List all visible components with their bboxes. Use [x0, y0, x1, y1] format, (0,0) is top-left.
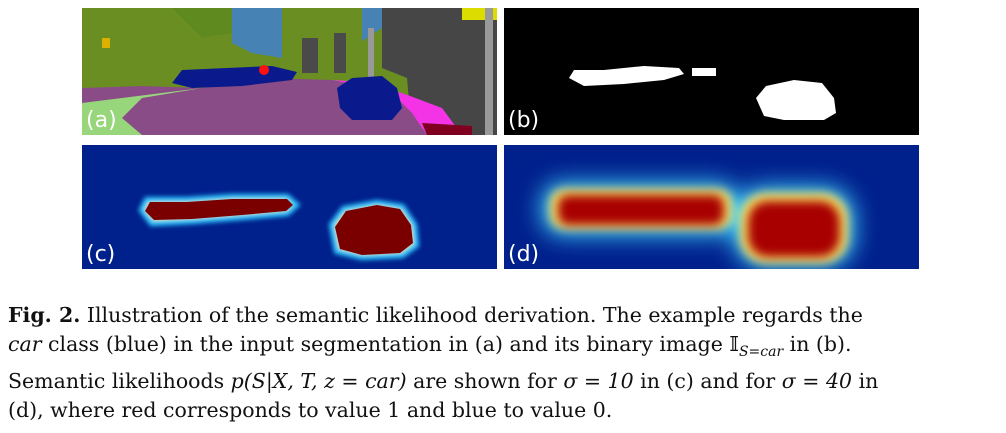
caption-car-italic: car: [8, 332, 42, 356]
panel-d-likelihood-sigma40: (d): [504, 145, 919, 269]
caption-line-4: (d), where red corresponds to value 1 an…: [8, 396, 998, 425]
figure-label: Fig. 2.: [8, 303, 81, 327]
indicator-subscript: S=car: [738, 344, 784, 361]
figure-caption: Fig. 2. Illustration of the semantic lik…: [8, 301, 998, 425]
panel-c-label: (c): [86, 242, 116, 267]
panel-c-likelihood-sigma10: (c): [82, 145, 497, 269]
caption-text-4: (d), where red corresponds to value 1 an…: [8, 398, 613, 423]
panel-b-binary: (b): [504, 8, 919, 135]
sigma-40: σ = 40: [781, 369, 853, 394]
panel-d-label: (d): [508, 242, 540, 267]
indicator-symbol: 𝕀: [729, 332, 739, 356]
caption-text-3-end: in: [852, 369, 879, 394]
segmentation-image: [82, 8, 497, 135]
binary-mask-image: [504, 8, 919, 135]
caption-line-3: Semantic likelihoods p(S|X, T, z = car) …: [8, 367, 998, 396]
caption-text-1: Illustration of the semantic likelihood …: [80, 303, 863, 327]
sigma-10: σ = 10: [563, 369, 634, 394]
caption-text-2: class (blue) in the input segmentation i…: [41, 332, 730, 356]
panel-a-segmentation: (a): [82, 8, 497, 135]
panel-a-label: (a): [86, 108, 117, 133]
caption-line-1: Fig. 2. Illustration of the semantic lik…: [8, 301, 998, 330]
caption-text-3-mid2: in (c) and for: [633, 369, 782, 394]
heatmap-d: [504, 145, 919, 269]
caption-text-2-end: in (b).: [783, 332, 852, 356]
caption-text-3: Semantic likelihoods: [8, 369, 231, 394]
heatmap-c: [82, 145, 497, 269]
caption-text-3-mid: are shown for: [406, 369, 564, 394]
caption-line-2: car class (blue) in the input segmentati…: [8, 330, 998, 367]
panel-b-label: (b): [508, 108, 540, 133]
likelihood-formula: p(S|X, T, z = car): [230, 369, 407, 394]
